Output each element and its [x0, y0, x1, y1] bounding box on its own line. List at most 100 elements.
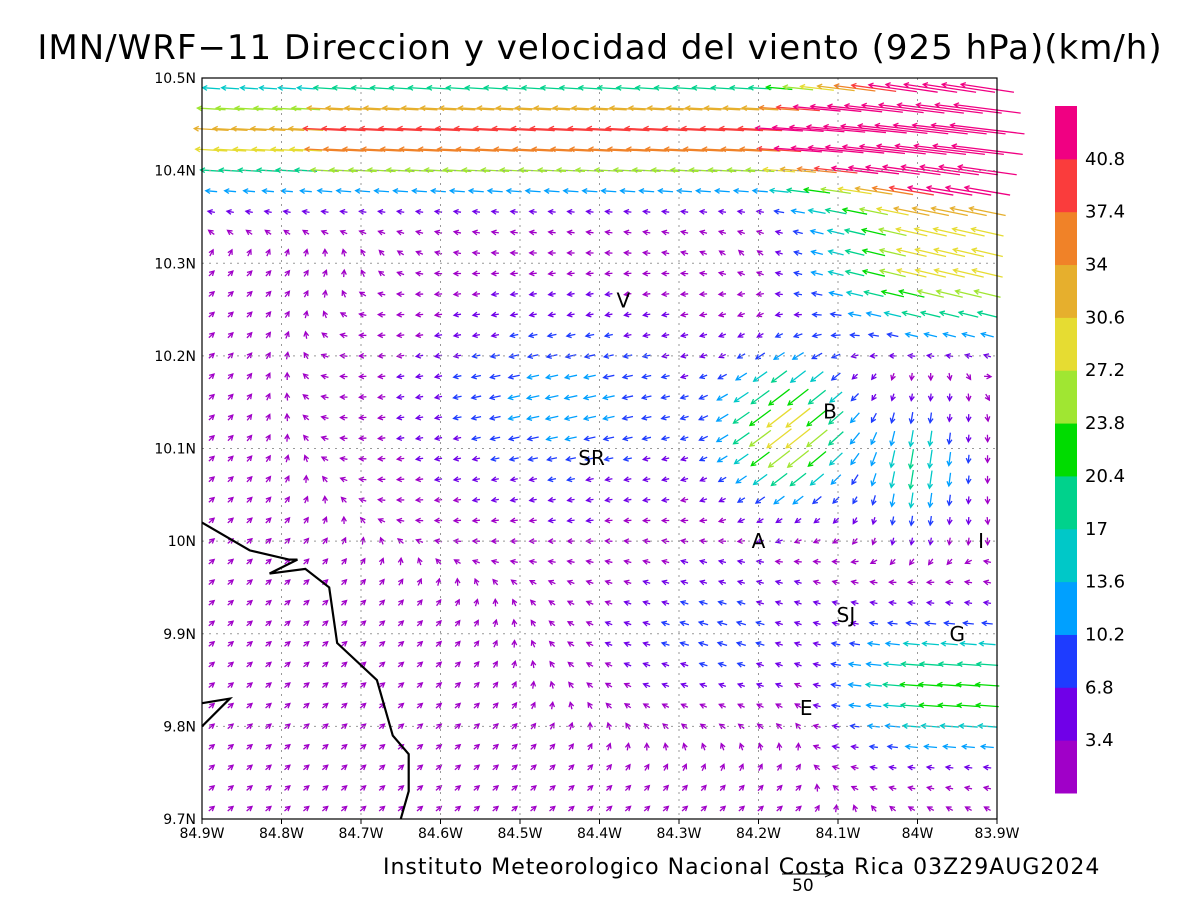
wind-vector: [965, 517, 972, 526]
wind-vector: [227, 682, 235, 688]
wind-vector: [453, 559, 461, 565]
wind-vector: [700, 763, 707, 771]
wind-vector: [954, 289, 982, 298]
wind-vector: [829, 391, 843, 403]
wind-vector-field: [192, 81, 1025, 813]
wind-vector: [831, 620, 840, 627]
wind-vector: [869, 579, 878, 586]
wind-vector: [669, 167, 699, 174]
wind-vector: [359, 764, 367, 771]
wind-vector: [566, 579, 575, 586]
wind-vector: [359, 723, 367, 730]
wind-vector: [831, 744, 840, 750]
wind-vector: [433, 394, 443, 400]
wind-vector: [452, 476, 462, 483]
wind-vector: [965, 393, 972, 402]
wind-vector: [549, 680, 556, 689]
wind-vector: [661, 600, 670, 606]
wind-vector: [488, 414, 501, 421]
wind-vector: [734, 372, 748, 381]
wind-vector: [227, 393, 234, 401]
wind-vector: [717, 311, 727, 318]
wind-vector: [547, 208, 556, 215]
wind-vector: [774, 600, 783, 606]
wind-vector: [756, 723, 764, 730]
colorbar-label: 13.6: [1085, 572, 1125, 593]
wind-vector: [322, 310, 328, 319]
wind-vector: [604, 229, 613, 236]
wind-vector: [676, 188, 692, 194]
wind-vector: [568, 743, 575, 751]
wind-vector: [555, 167, 586, 174]
wind-vector: [715, 434, 729, 443]
wind-vector: [265, 310, 272, 318]
wind-vector: [604, 250, 613, 256]
wind-vector: [774, 579, 783, 586]
wind-vector: [378, 805, 386, 812]
wind-vector: [807, 389, 827, 405]
wind-vector: [802, 187, 831, 194]
wind-vector: [623, 703, 632, 709]
wind-vector: [638, 188, 655, 194]
wind-vector: [665, 105, 703, 112]
wind-vector: [565, 456, 576, 462]
wind-vector: [511, 722, 518, 730]
wind-vector: [539, 84, 564, 91]
wind-vector: [897, 289, 925, 298]
wind-vector: [509, 208, 518, 215]
wind-vector: [748, 409, 772, 427]
wind-vector: [340, 268, 347, 278]
colorbar-label: 27.2: [1085, 360, 1125, 381]
wind-vector: [698, 579, 708, 586]
wind-vector: [679, 373, 689, 380]
wind-vector: [888, 785, 897, 792]
wind-vector: [227, 290, 234, 297]
wind-vector: [208, 414, 215, 421]
wind-vector: [414, 414, 424, 421]
wind-vector: [980, 331, 994, 338]
wind-vector: [602, 415, 615, 421]
wind-vector: [339, 414, 348, 421]
wind-vector: [679, 558, 689, 565]
wind-vector: [528, 476, 538, 483]
wind-vector: [490, 455, 500, 462]
wind-vector: [359, 516, 366, 524]
lon-tick-label: 84.4W: [577, 826, 622, 842]
wind-vector: [284, 412, 291, 422]
wind-vector: [518, 167, 548, 174]
wind-vector: [832, 496, 840, 504]
wind-vector: [889, 412, 896, 424]
wind-vector: [813, 165, 858, 174]
wind-vector: [982, 785, 992, 792]
wind-vector: [748, 429, 772, 447]
wind-vector: [959, 640, 977, 647]
lon-tick-label: 83.9W: [974, 826, 1019, 842]
wind-vector: [921, 81, 977, 93]
wind-vector: [755, 661, 764, 668]
wind-vector: [471, 250, 481, 256]
wind-vector: [585, 208, 594, 215]
wind-vector: [486, 188, 503, 194]
wind-vector: [660, 476, 670, 483]
wind-vector: [305, 105, 343, 112]
wind-vector: [926, 806, 935, 812]
wind-vector: [698, 435, 709, 442]
wind-vector: [939, 723, 959, 729]
wind-vector: [679, 641, 690, 647]
wind-vector: [623, 579, 632, 586]
wind-vector: [871, 516, 877, 526]
wind-vector: [653, 84, 677, 91]
wind-vector: [339, 229, 348, 236]
wind-vector: [960, 743, 975, 750]
wind-vector: [397, 723, 405, 730]
wind-vector: [624, 805, 632, 812]
wind-vector: [454, 681, 462, 689]
wind-vector: [360, 557, 366, 566]
wind-vector: [284, 764, 291, 771]
wind-vector: [511, 680, 517, 689]
wind-vector: [875, 143, 947, 155]
wind-vector: [729, 84, 753, 91]
wind-vector: [490, 476, 499, 483]
wind-vector: [831, 538, 840, 544]
wind-vector: [438, 105, 476, 112]
